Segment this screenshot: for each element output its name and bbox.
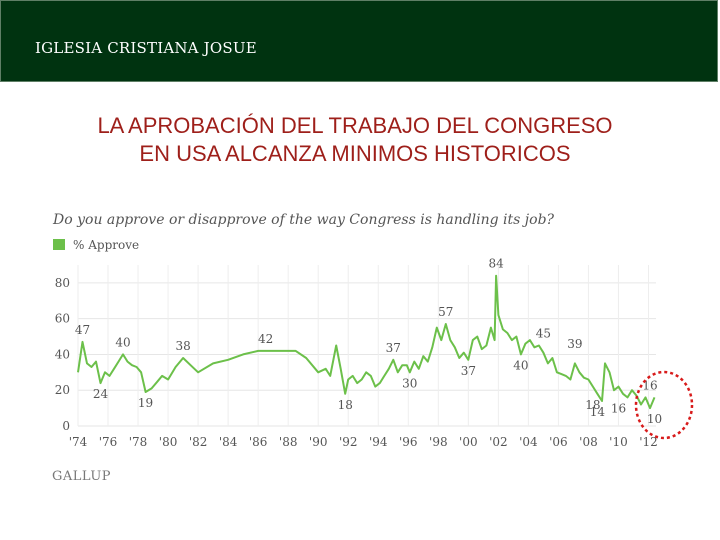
x-tick-label: '10 <box>609 435 628 449</box>
x-tick-label: '78 <box>129 435 148 449</box>
data-label: 47 <box>75 323 90 337</box>
legend-swatch <box>53 239 65 250</box>
approval-chart: Do you approve or disapprove of the way … <box>0 0 720 540</box>
y-tick-label: 0 <box>62 419 70 433</box>
x-tick-label: '90 <box>309 435 328 449</box>
y-tick-label: 80 <box>55 276 70 290</box>
y-axis-ticks: 0 20 40 60 80 <box>55 276 70 433</box>
data-label: 37 <box>461 364 476 378</box>
data-label: 24 <box>93 387 109 401</box>
x-tick-label: '98 <box>429 435 448 449</box>
data-label: 39 <box>567 337 582 351</box>
data-label: 38 <box>175 339 190 353</box>
x-tick-label: '00 <box>459 435 478 449</box>
x-tick-label: '80 <box>159 435 178 449</box>
x-tick-label: '96 <box>399 435 418 449</box>
x-tick-label: '08 <box>579 435 598 449</box>
highlight-circle <box>636 372 692 438</box>
x-tick-label: '02 <box>489 435 508 449</box>
legend-label: % Approve <box>73 238 139 252</box>
data-label: 14 <box>590 405 606 419</box>
x-tick-label: '84 <box>219 435 238 449</box>
data-label: 18 <box>338 398 353 412</box>
data-label: 40 <box>115 335 130 349</box>
data-label: 40 <box>513 358 528 372</box>
data-label: 19 <box>138 396 153 410</box>
x-tick-label: '76 <box>99 435 118 449</box>
x-axis-ticks: '74 '76 '78 '80 '82 '84 '86 '88 '90 '92 '94 '96 '98 '… <box>69 435 658 449</box>
x-tick-label: '82 <box>189 435 208 449</box>
x-tick-label: '88 <box>279 435 298 449</box>
y-tick-label: 60 <box>55 312 70 326</box>
data-label: 84 <box>488 257 504 271</box>
data-label: 16 <box>611 401 626 415</box>
chart-question: Do you approve or disapprove of the way … <box>52 212 555 228</box>
x-tick-label: '06 <box>549 435 568 449</box>
data-label: 37 <box>386 341 401 355</box>
data-label: 57 <box>438 305 453 319</box>
y-tick-label: 20 <box>55 383 70 397</box>
x-tick-label: '04 <box>519 435 538 449</box>
data-label: 10 <box>647 412 662 426</box>
x-tick-label: '92 <box>339 435 358 449</box>
x-tick-label: '86 <box>249 435 268 449</box>
x-tick-label: '94 <box>369 435 388 449</box>
gallup-logo: GALLUP <box>52 469 111 484</box>
x-tick-label: '74 <box>69 435 88 449</box>
data-label: 30 <box>402 376 417 390</box>
data-label: 42 <box>258 332 273 346</box>
data-label: 45 <box>536 327 551 341</box>
y-tick-label: 40 <box>55 347 70 361</box>
